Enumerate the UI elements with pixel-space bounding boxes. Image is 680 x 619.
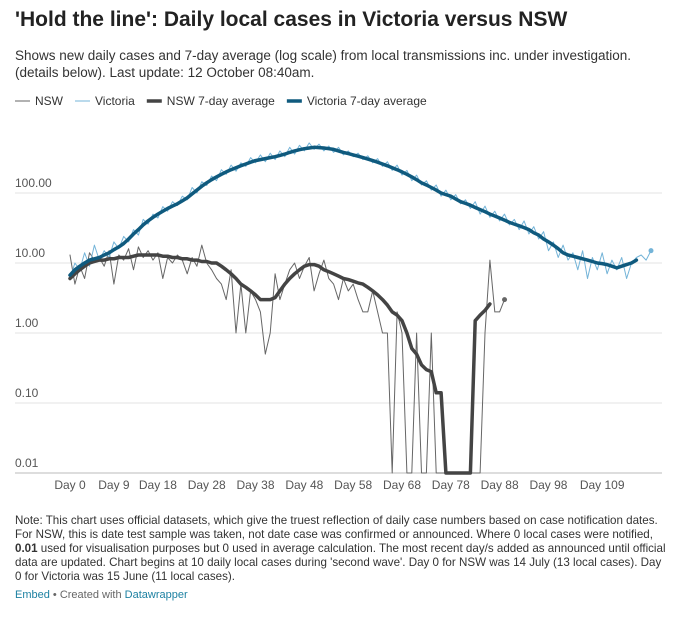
x-tick-label: Day 88 bbox=[481, 478, 519, 492]
x-tick-label: Day 38 bbox=[237, 478, 275, 492]
x-tick-label: Day 18 bbox=[139, 478, 177, 492]
x-tick-label: Day 68 bbox=[383, 478, 421, 492]
x-tick-label: Day 58 bbox=[334, 478, 372, 492]
footer-text: • Created with bbox=[49, 589, 125, 601]
legend-label: Victoria bbox=[95, 94, 135, 108]
note-bold: 0.01 bbox=[15, 542, 38, 555]
note: Note: This chart uses official datasets,… bbox=[15, 514, 670, 584]
y-tick-label: 100.00 bbox=[15, 176, 52, 190]
chart-subtitle: Shows new daily cases and 7-day average … bbox=[15, 48, 632, 80]
legend-label: NSW bbox=[35, 94, 64, 108]
y-tick-label: 0.10 bbox=[15, 386, 39, 400]
y-tick-label: 1.00 bbox=[15, 316, 39, 330]
footer: Embed • Created with Datawrapper bbox=[15, 589, 188, 601]
y-tick-label: 10.00 bbox=[15, 246, 45, 260]
chart: 0.01 0.10 1.00 10.00 100.00 Day 0 Day 9 Day 18 D… bbox=[15, 94, 662, 492]
datawrapper-link[interactable]: Datawrapper bbox=[124, 589, 188, 601]
x-tick-label: Day 109 bbox=[580, 478, 625, 492]
embed-link[interactable]: Embed bbox=[15, 589, 50, 601]
series-line bbox=[68, 253, 492, 475]
y-tick-label: 0.01 bbox=[15, 456, 39, 470]
series-line bbox=[69, 142, 652, 279]
x-tick-label: Day 9 bbox=[98, 478, 130, 492]
chart-title: 'Hold the line': Daily local cases in Vi… bbox=[15, 8, 568, 31]
x-tick-label: Day 78 bbox=[432, 478, 470, 492]
legend-label: Victoria 7-day average bbox=[307, 94, 427, 108]
x-tick-label: Day 98 bbox=[529, 478, 567, 492]
end-dot bbox=[502, 297, 508, 303]
x-tick-label: Day 28 bbox=[188, 478, 226, 492]
x-tick-label: Day 48 bbox=[285, 478, 323, 492]
legend-label: NSW 7-day average bbox=[167, 94, 275, 108]
note-text: used for visualisation purposes but 0 us… bbox=[15, 542, 666, 583]
end-dot bbox=[648, 248, 654, 254]
x-tick-label: Day 0 bbox=[54, 478, 86, 492]
series-line bbox=[68, 145, 639, 277]
note-text: Note: This chart uses official datasets,… bbox=[15, 514, 658, 541]
